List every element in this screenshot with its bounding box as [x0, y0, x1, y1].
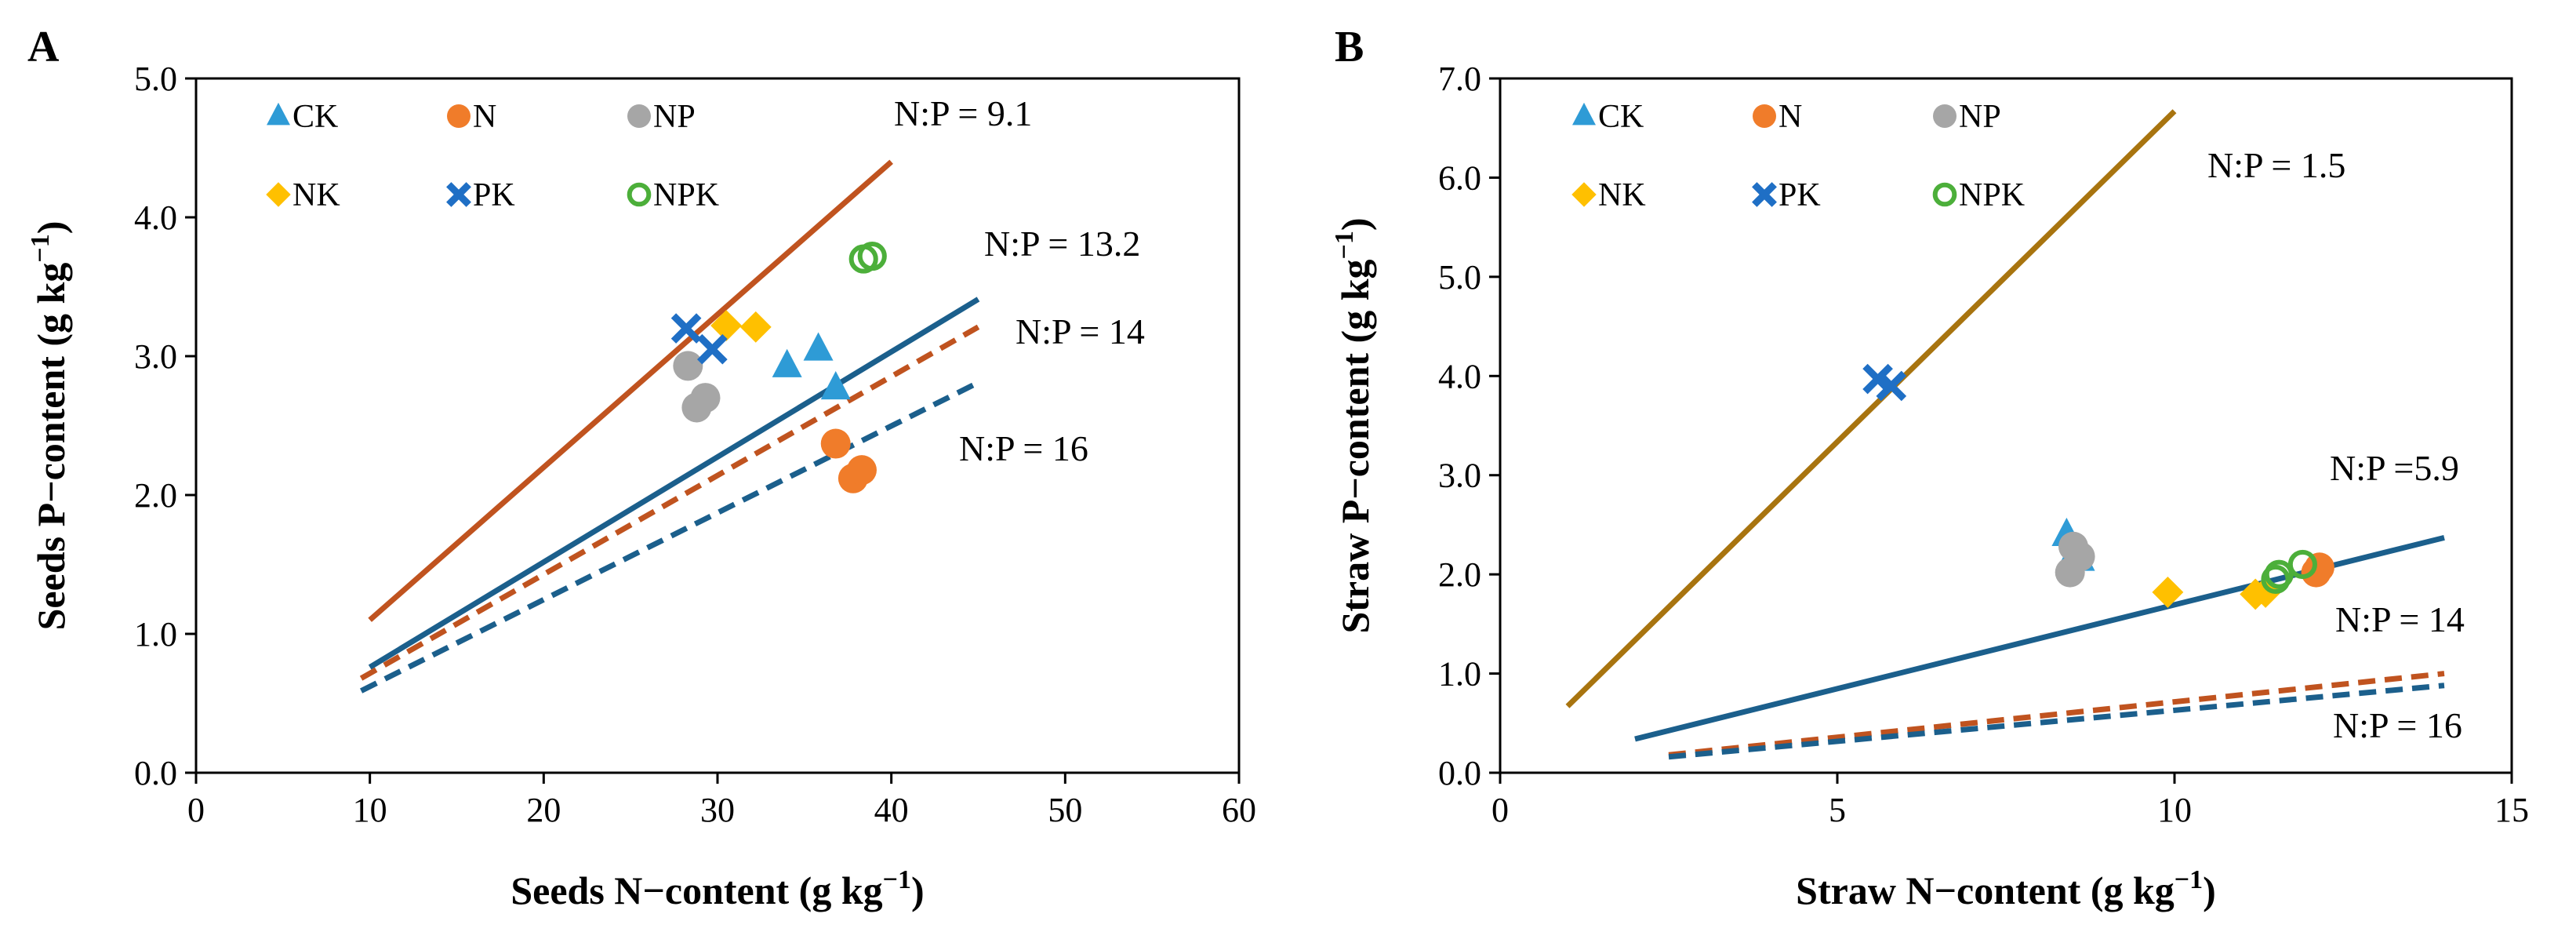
x-axis-title: Straw N−content (g kg−1)	[1796, 865, 2216, 912]
data-point-nk	[739, 311, 772, 343]
legend-label: NP	[653, 99, 696, 135]
ratio-line-label: N:P = 16	[2333, 705, 2462, 745]
legend-marker-ck	[1572, 102, 1596, 126]
data-point-pk	[1876, 370, 1907, 402]
legend-marker-pk	[1752, 182, 1777, 207]
legend-label: N	[473, 99, 496, 135]
ratio-line	[359, 324, 980, 681]
ratio-line-label: N:P = 13.2	[984, 224, 1140, 264]
data-point-np	[690, 383, 721, 413]
data-point-np	[2065, 541, 2095, 572]
y-tick-label: 5.0	[1438, 258, 1481, 297]
x-tick-label: 0	[1491, 791, 1509, 829]
legend-label: NP	[1959, 99, 2001, 135]
legend-marker-n	[1753, 104, 1776, 128]
x-tick-label: 30	[700, 791, 735, 829]
panel-label: B	[1335, 23, 1364, 71]
x-tick-label: 5	[1829, 791, 1846, 829]
legend-marker-n	[447, 104, 471, 128]
x-tick-label: 0	[187, 791, 205, 829]
x-tick-label: 50	[1048, 791, 1082, 829]
ratio-line-label: N:P =5.9	[2330, 448, 2459, 488]
data-point-npk	[2287, 549, 2317, 580]
ratio-line	[1668, 671, 2445, 758]
data-point-pk	[697, 333, 728, 365]
data-point-np	[673, 351, 703, 381]
data-point-n	[820, 428, 851, 459]
ratio-line	[368, 297, 980, 670]
panel-label: A	[27, 23, 60, 71]
x-tick-label: 40	[874, 791, 909, 829]
x-tick-label: 60	[1222, 791, 1256, 829]
y-tick-label: 6.0	[1438, 158, 1481, 197]
data-point-n	[2304, 552, 2334, 583]
data-point-ck	[772, 348, 802, 377]
legend-label: PK	[1778, 177, 1821, 213]
ratio-line-label: N:P = 14	[1016, 311, 1145, 351]
x-tick-label: 10	[353, 791, 387, 829]
y-tick-label: 0.0	[1438, 754, 1481, 792]
legend-marker-np	[1933, 104, 1957, 128]
y-tick-label: 2.0	[1438, 555, 1481, 594]
legend-marker-nk	[1571, 182, 1597, 207]
y-tick-label: 1.0	[134, 615, 177, 653]
legend-marker-ck	[267, 102, 290, 126]
y-tick-label: 3.0	[134, 337, 177, 376]
plot-frame	[1499, 77, 2513, 774]
y-tick-label: 1.0	[1438, 655, 1481, 694]
legend-marker-np	[627, 104, 651, 128]
ratio-line-label: N:P = 9.1	[894, 93, 1032, 133]
data-point-nk	[2152, 576, 2184, 608]
y-tick-label: 2.0	[134, 476, 177, 515]
y-tick-label: 7.0	[1438, 60, 1481, 98]
y-axis-title: Straw P−content (g kg−1)	[1330, 217, 1377, 633]
legend-marker-pk	[446, 182, 471, 207]
ratio-line-label: N:P = 1.5	[2207, 145, 2345, 185]
ratio-line	[368, 159, 893, 622]
data-point-pk	[670, 313, 702, 344]
legend-label: NPK	[653, 177, 719, 213]
x-tick-label: 20	[526, 791, 561, 829]
data-point-npk	[2264, 559, 2294, 589]
legend-marker-nk	[266, 182, 291, 207]
data-point-ck	[803, 332, 834, 361]
legend-label: NK	[1598, 177, 1646, 213]
data-point-n	[846, 455, 877, 486]
ratio-line	[360, 380, 980, 694]
y-tick-label: 0.0	[134, 754, 177, 792]
legend-label: PK	[473, 177, 515, 213]
data-point-ck	[820, 371, 851, 400]
ratio-line	[1668, 683, 2445, 760]
y-tick-label: 5.0	[134, 60, 177, 98]
legend-label: N	[1778, 99, 1802, 135]
legend-label: NPK	[1959, 177, 2025, 213]
panel-b: 0 5 10 15 0.0 1.0 2.0 3.0 4.0 5.0 6.0 7.0 Straw N−co…	[1330, 23, 2529, 912]
x-axis-title: Seeds N−content (g kg−1)	[510, 865, 924, 912]
y-tick-label: 4.0	[134, 198, 177, 237]
data-point-nk	[710, 310, 743, 342]
legend-label: NK	[292, 177, 340, 213]
y-tick-label: 3.0	[1438, 457, 1481, 495]
x-tick-label: 15	[2494, 791, 2529, 829]
y-axis-title: Seeds P−content (g kg−1)	[26, 221, 73, 631]
ratio-line-label: N:P = 16	[959, 428, 1088, 468]
data-point-npk	[857, 241, 887, 271]
ratio-line-label: N:P = 14	[2335, 599, 2465, 639]
ratio-line	[1565, 109, 2177, 708]
legend-label: CK	[1598, 99, 1644, 135]
panel-a: 0 10 20 30 40 50 60 0.0 1.0 2.0 3.0 4.0 5.0 Seeds N−c…	[26, 23, 1256, 912]
y-tick-label: 4.0	[1438, 357, 1481, 395]
legend-label: CK	[292, 99, 338, 135]
legend-marker-npk	[627, 182, 652, 207]
x-tick-label: 10	[2157, 791, 2192, 829]
legend-marker-npk	[1932, 182, 1957, 207]
